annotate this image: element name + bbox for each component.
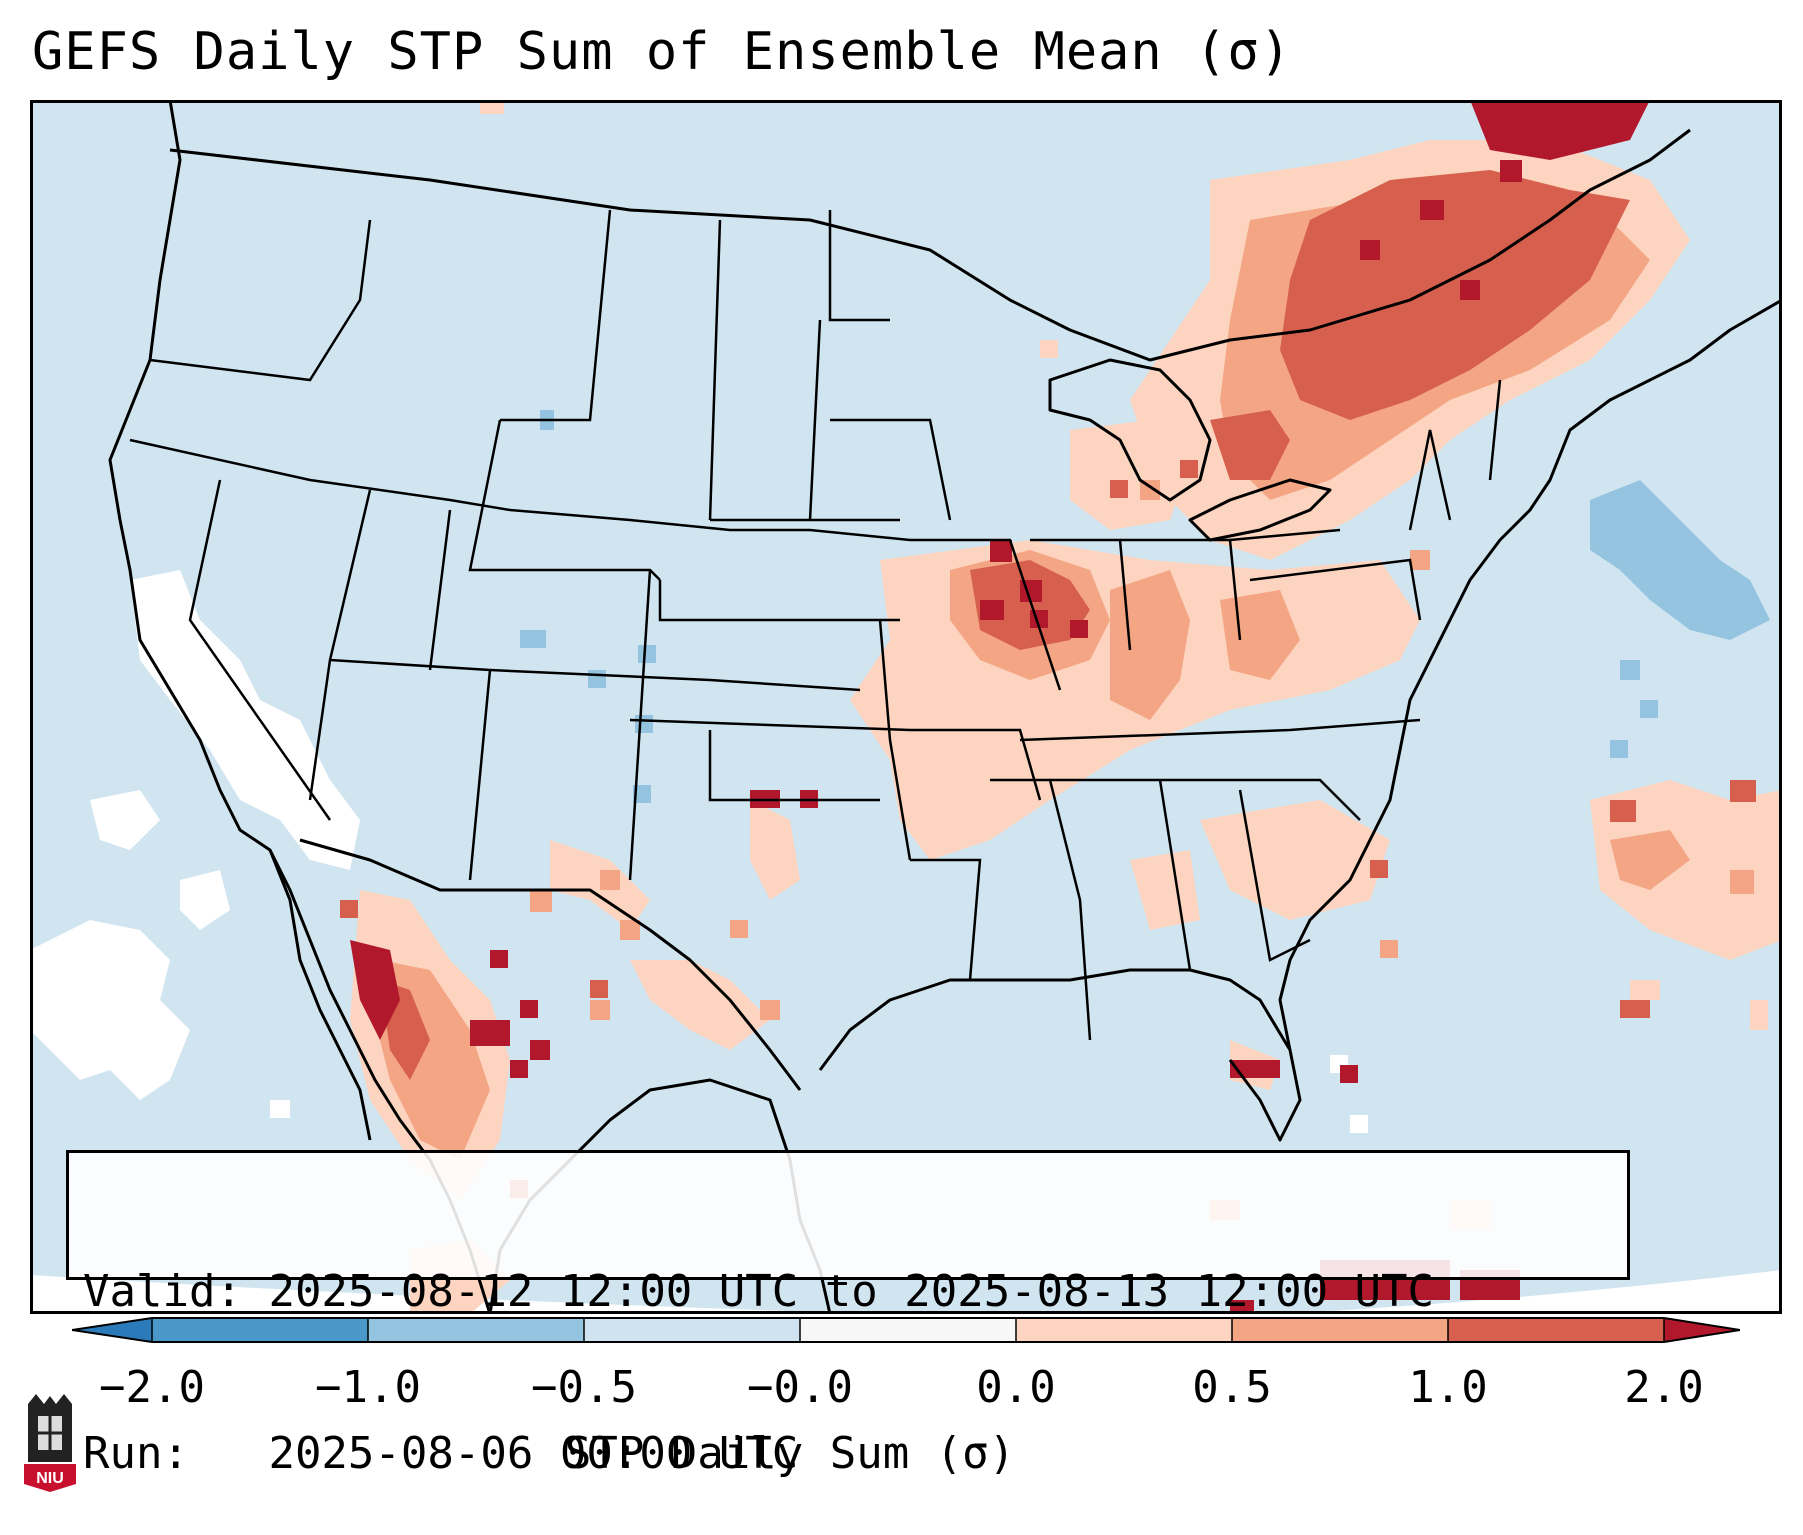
out-of-domain-corner-right	[1280, 1270, 1782, 1314]
atlantic-coastline	[1278, 298, 1782, 1051]
colorbar	[72, 1317, 1740, 1343]
colorbar-tick-label: 2.0	[1624, 1362, 1704, 1413]
colorbar-label: STP Daily Sum (σ)	[564, 1428, 1016, 1479]
colorbar-extend-min	[72, 1318, 152, 1342]
colorbar-tick-label: −2.0	[99, 1362, 205, 1413]
red-anomaly-region	[340, 170, 1756, 1198]
colorbar-bin	[1016, 1318, 1232, 1342]
colorbar-tick-label: −0.0	[747, 1362, 853, 1413]
white-anomaly-region	[30, 570, 1368, 1133]
colorbar-tick-label: −0.5	[531, 1362, 637, 1413]
valid-time-range: 2025-08-12 12:00 UTC to 2025-08-13 12:00…	[268, 1266, 1435, 1317]
valid-run-info-box: Valid: 2025-08-12 12:00 UTC to 2025-08-1…	[66, 1150, 1630, 1479]
us-canada-border	[169, 128, 1691, 362]
colorbar-tick-label: 0.0	[976, 1362, 1056, 1413]
map-title: GEFS Daily STP Sum of Ensemble Mean (σ)	[32, 22, 1292, 82]
run-label: Run:	[83, 1428, 189, 1479]
stp-map	[30, 100, 1782, 1314]
colorbar-tick-label: 1.0	[1408, 1362, 1488, 1413]
logo-text: NIU	[36, 1470, 64, 1487]
colorbar-bin	[152, 1318, 368, 1342]
great-lakes	[1048, 358, 1212, 502]
baja-california	[268, 849, 372, 1141]
logo-tower-top-icon	[28, 1394, 72, 1404]
valid-label: Valid:	[83, 1266, 242, 1317]
run-time: 2025-08-06 00:00 UTC	[268, 1428, 799, 1479]
logo-shield-icon	[24, 1464, 76, 1492]
us-mexico-border	[299, 838, 802, 1091]
map-frame	[30, 100, 1782, 1314]
colorbar-bin	[584, 1318, 800, 1342]
colorbar-tick-label: 0.5	[1192, 1362, 1272, 1413]
run-line: Run: 2025-08-06 00:00 UTC	[83, 1427, 1613, 1481]
colorbar-tick-label: −1.0	[315, 1362, 421, 1413]
colorbar-extend-max	[1664, 1318, 1740, 1342]
colorbar-bin	[1448, 1318, 1664, 1342]
colorbar-bin	[368, 1318, 584, 1342]
lake-erie-ontario	[1188, 478, 1332, 542]
niu-logo: NIU	[24, 1394, 76, 1492]
colorbar-bin	[1232, 1318, 1448, 1342]
valid-line: Valid: 2025-08-12 12:00 UTC to 2025-08-1…	[83, 1265, 1613, 1319]
colorbar-bin	[800, 1318, 1016, 1342]
out-of-domain-corner	[30, 1275, 880, 1314]
state-borders	[129, 209, 1502, 1041]
